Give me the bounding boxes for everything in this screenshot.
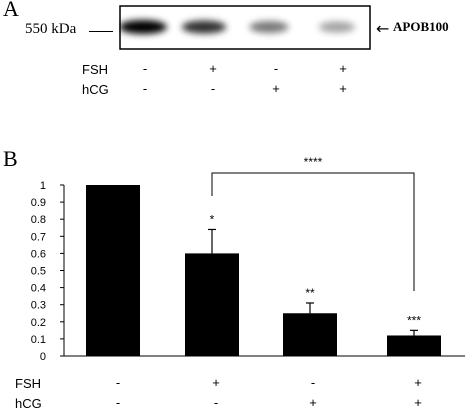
comparison-bracket (211, 172, 415, 291)
comparison-significance-label: **** (304, 155, 323, 169)
protein-band (181, 20, 227, 34)
bar (283, 313, 337, 356)
panel-b-row-hcg-label: hCG (15, 396, 42, 411)
panel-a-row-hcg-label: hCG (82, 82, 109, 97)
panel-a-fsh-mark: - (142, 61, 148, 76)
protein-band-label: APOB100 (393, 19, 449, 34)
panel-b-fsh-mark: + (212, 375, 220, 390)
protein-band (249, 21, 289, 33)
panel-b-hcg-mark: - (115, 395, 121, 410)
y-tick-label: 0.2 (31, 317, 46, 329)
panel-a-hcg-mark: + (339, 81, 347, 96)
y-tick-label: 0.9 (31, 197, 46, 209)
panel-b-row-fsh-label: FSH (15, 376, 41, 391)
bar (387, 335, 441, 356)
y-tick-label: 0.7 (31, 231, 46, 243)
y-tick-label: 0.1 (31, 334, 46, 346)
y-tick-label: 0 (40, 351, 46, 363)
panel-a-fsh-mark: + (339, 61, 347, 76)
panel-a-hcg-mark: + (272, 81, 280, 96)
y-tick-label: 0.6 (31, 248, 46, 260)
protein-band (319, 21, 355, 33)
y-tick-label: 1 (40, 180, 46, 192)
panel-b-hcg-mark: + (309, 395, 317, 410)
panel-a-letter: A (3, 0, 19, 21)
panel-b-hcg-mark: - (213, 395, 219, 410)
y-tick-label: 0.5 (31, 266, 46, 278)
panel-b-fsh-mark: - (115, 375, 121, 390)
molecular-weight-tick (89, 31, 113, 32)
panel-a-hcg-mark: - (210, 81, 216, 96)
significance-label: ** (305, 286, 315, 300)
panel-b-letter: B (3, 146, 18, 171)
y-tick-label: 0.4 (31, 283, 46, 295)
y-tick-label: 0.3 (31, 300, 46, 312)
band-arrow-icon: ← (376, 19, 390, 38)
bar (185, 253, 239, 356)
panel-a-row-fsh-label: FSH (82, 62, 108, 77)
panel-b-fsh-mark: - (310, 375, 316, 390)
significance-label: *** (407, 313, 421, 327)
panel-a-hcg-mark: - (142, 81, 148, 96)
panel-a-fsh-mark: + (209, 61, 217, 76)
protein-band (119, 20, 167, 34)
y-tick-label: 0.8 (31, 214, 46, 226)
bar-chart: 00.10.20.30.40.50.60.70.80.91 ****** ***… (31, 155, 465, 363)
molecular-weight-label: 550 kDa (25, 21, 77, 37)
significance-label: * (210, 212, 215, 226)
panel-b-fsh-mark: + (414, 375, 422, 390)
western-blot-image (119, 5, 371, 50)
panel-b-hcg-mark: + (414, 395, 422, 410)
panel-a-fsh-mark: - (273, 61, 279, 76)
bar (86, 185, 140, 356)
